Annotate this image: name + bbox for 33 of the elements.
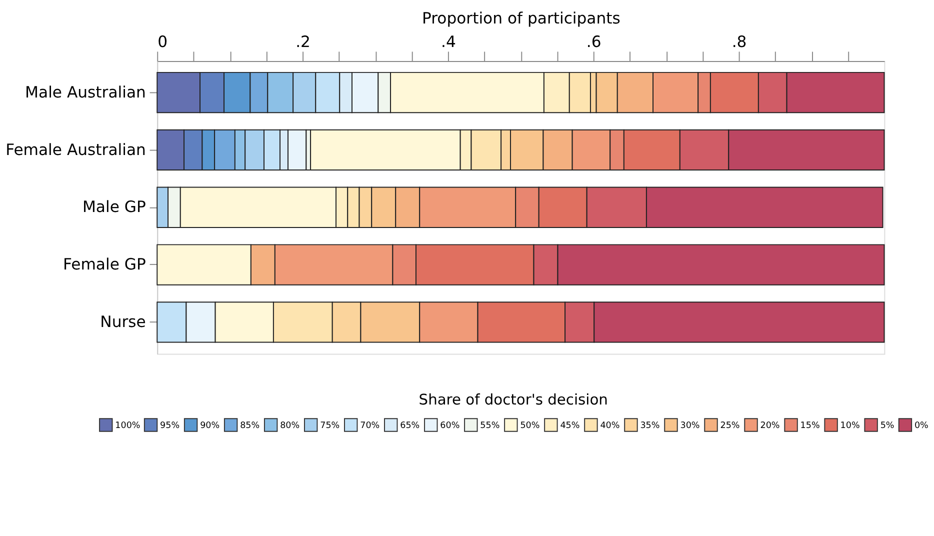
- legend-label: 30%: [680, 420, 700, 431]
- legend-label: 90%: [200, 420, 220, 431]
- y-tick-label: Male Australian: [25, 83, 146, 102]
- legend-label: 65%: [400, 420, 420, 431]
- x-tick-label: .4: [441, 32, 456, 51]
- legend-label: 50%: [520, 420, 540, 431]
- x-tick-label: .2: [296, 32, 310, 51]
- y-tick-label: Female GP: [62, 256, 146, 274]
- legend-label: 35%: [640, 420, 660, 431]
- legend-label: 55%: [480, 420, 500, 431]
- legend-label: 15%: [800, 420, 820, 431]
- legend-label: 80%: [280, 420, 300, 431]
- legend-label: 40%: [600, 420, 620, 431]
- x-tick-label: .8: [732, 32, 747, 51]
- legend-label: 95%: [160, 420, 180, 431]
- legend-label: 10%: [840, 420, 860, 431]
- y-tick-label: Nurse: [100, 313, 146, 332]
- legend-label: 20%: [760, 420, 780, 431]
- legend-label: 85%: [240, 420, 260, 431]
- x-tick-label: .6: [586, 32, 602, 51]
- legend-label: 25%: [720, 420, 740, 431]
- legend-label: 60%: [440, 420, 460, 431]
- legend-label: 75%: [320, 420, 340, 431]
- legend-label: 0%: [914, 420, 928, 431]
- legend-label: 70%: [360, 420, 380, 431]
- x-tick-label: 0: [158, 32, 168, 51]
- y-tick-label: Female Australian: [6, 140, 146, 159]
- legend-label: 5%: [880, 420, 894, 431]
- legend-label: 100%: [115, 420, 140, 431]
- y-tick-label: Male GP: [82, 198, 146, 216]
- legend-title: Share of doctor's decision: [418, 392, 608, 409]
- legend-label: 45%: [560, 420, 580, 431]
- x-axis-title: Proportion of participants: [422, 9, 620, 28]
